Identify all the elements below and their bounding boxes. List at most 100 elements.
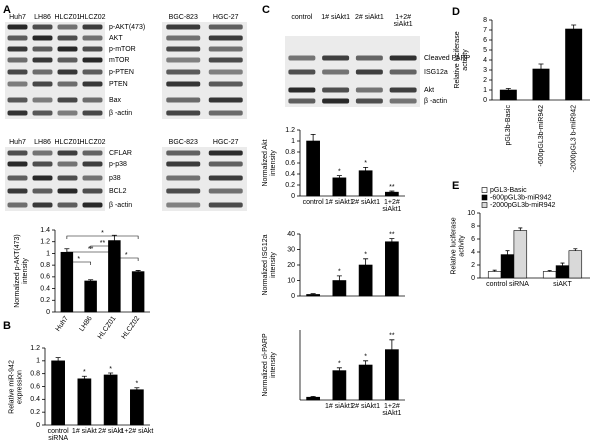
error-bar <box>492 269 497 272</box>
blot-band <box>7 24 28 30</box>
y-tick-label: 6 <box>471 236 475 243</box>
blot-band <box>166 97 201 103</box>
blot-band <box>322 87 350 93</box>
blot-band <box>208 110 243 116</box>
blot-column-label: LH86 <box>34 14 51 21</box>
blot-band <box>208 69 243 75</box>
bar <box>51 360 65 426</box>
blot-row-label: ISG12a <box>424 69 448 76</box>
y-tick-label: 8 <box>471 223 475 230</box>
error-bar <box>547 270 552 272</box>
blot-band <box>166 161 201 167</box>
bar <box>568 250 583 279</box>
blot-band <box>82 175 103 181</box>
y-tick-label: 2 <box>483 77 487 84</box>
y-tick-label: 5 <box>483 47 487 54</box>
blot-band <box>82 161 103 167</box>
bar <box>358 364 373 401</box>
blot-band <box>82 35 103 41</box>
error-bar <box>134 387 140 390</box>
y-tick-label: 40 <box>287 231 295 238</box>
y-tick-label: 1.4 <box>40 227 50 234</box>
bar <box>332 280 347 297</box>
significance-bracket <box>66 261 91 265</box>
blot-band <box>82 202 103 208</box>
blot-row-label: CFLAR <box>109 150 132 157</box>
bar <box>60 251 74 313</box>
blot-row-label: Bax <box>109 97 122 104</box>
y-tick-label: 0 <box>483 97 487 104</box>
y-tick-label: 1 <box>291 138 295 145</box>
legend-label: -2000pGL3b-miR942 <box>490 202 555 209</box>
y-tick-label: 0.8 <box>40 262 50 269</box>
blot-band <box>288 87 316 93</box>
y-tick-label: 30 <box>287 246 295 253</box>
error-bar <box>363 258 369 265</box>
blot-band <box>355 55 383 61</box>
y-tick-label: 0.2 <box>30 409 40 416</box>
y-tick-label: 10 <box>287 277 295 284</box>
significance-mark: ** <box>389 333 395 340</box>
blot-band <box>7 175 28 181</box>
error-bar <box>560 262 565 266</box>
blot-column-label: LH86 <box>34 139 51 146</box>
blot-band <box>57 81 78 87</box>
error-bar <box>64 248 70 253</box>
bar <box>532 68 550 101</box>
y-tick-label: 0 <box>36 422 40 429</box>
blot-band <box>82 69 103 75</box>
bar <box>385 241 399 297</box>
blot-band <box>57 202 78 208</box>
bar <box>84 280 97 313</box>
blot-row-label: PTEN <box>109 81 128 88</box>
blot-row-label: Cleaved PARP <box>424 55 471 62</box>
error-bar <box>310 134 316 141</box>
blot-band <box>166 46 201 52</box>
error-bar <box>518 227 523 231</box>
bar <box>108 240 121 313</box>
bar <box>130 389 144 426</box>
bar <box>499 89 517 101</box>
bar <box>513 230 528 279</box>
blot-band <box>57 110 78 116</box>
y-tick-label: 0.8 <box>30 371 40 378</box>
error-bar <box>505 250 510 255</box>
bar <box>103 374 118 426</box>
blot-row-label: AKT <box>109 35 123 42</box>
y-tick-label: 1.2 <box>30 345 40 352</box>
blot-band <box>208 202 243 208</box>
blot-column-label: HLCZ02 <box>79 139 105 146</box>
bar <box>555 265 570 279</box>
blot-band <box>208 81 243 87</box>
blot-band <box>32 97 53 103</box>
x-tick-label: 1# siAkt1 <box>324 403 354 410</box>
y-tick-label: 1 <box>36 358 40 365</box>
blot-band <box>57 150 78 156</box>
blot-band <box>389 87 417 93</box>
y-tick-label: 1 <box>483 87 487 94</box>
blot-band <box>57 57 78 63</box>
x-tick-label: HLCZ02 <box>121 315 142 340</box>
blot-band <box>166 57 201 63</box>
error-bar <box>573 248 578 251</box>
bar <box>385 191 399 197</box>
blot-band <box>82 97 103 103</box>
x-tick-label: 1+2# siAkt1 <box>382 403 402 417</box>
significance-mark: * <box>136 381 139 388</box>
y-tick-label: 0.6 <box>30 383 40 390</box>
blot-row-label: Akt <box>424 87 434 94</box>
blot-column-label: 2# siAkt1 <box>354 14 384 21</box>
y-axis-title: Normalized p-AKT(473) intensity <box>14 234 29 308</box>
blot-band <box>166 24 201 30</box>
blot-band <box>208 150 243 156</box>
y-tick-label: 0.2 <box>40 297 50 304</box>
blot-band <box>32 161 53 167</box>
y-tick-label: 0.2 <box>285 182 295 189</box>
blot-band <box>57 24 78 30</box>
blot-band <box>82 81 103 87</box>
x-tick-label: 2# siAkt <box>98 428 124 435</box>
blot-band <box>166 175 201 181</box>
bar <box>306 140 320 197</box>
